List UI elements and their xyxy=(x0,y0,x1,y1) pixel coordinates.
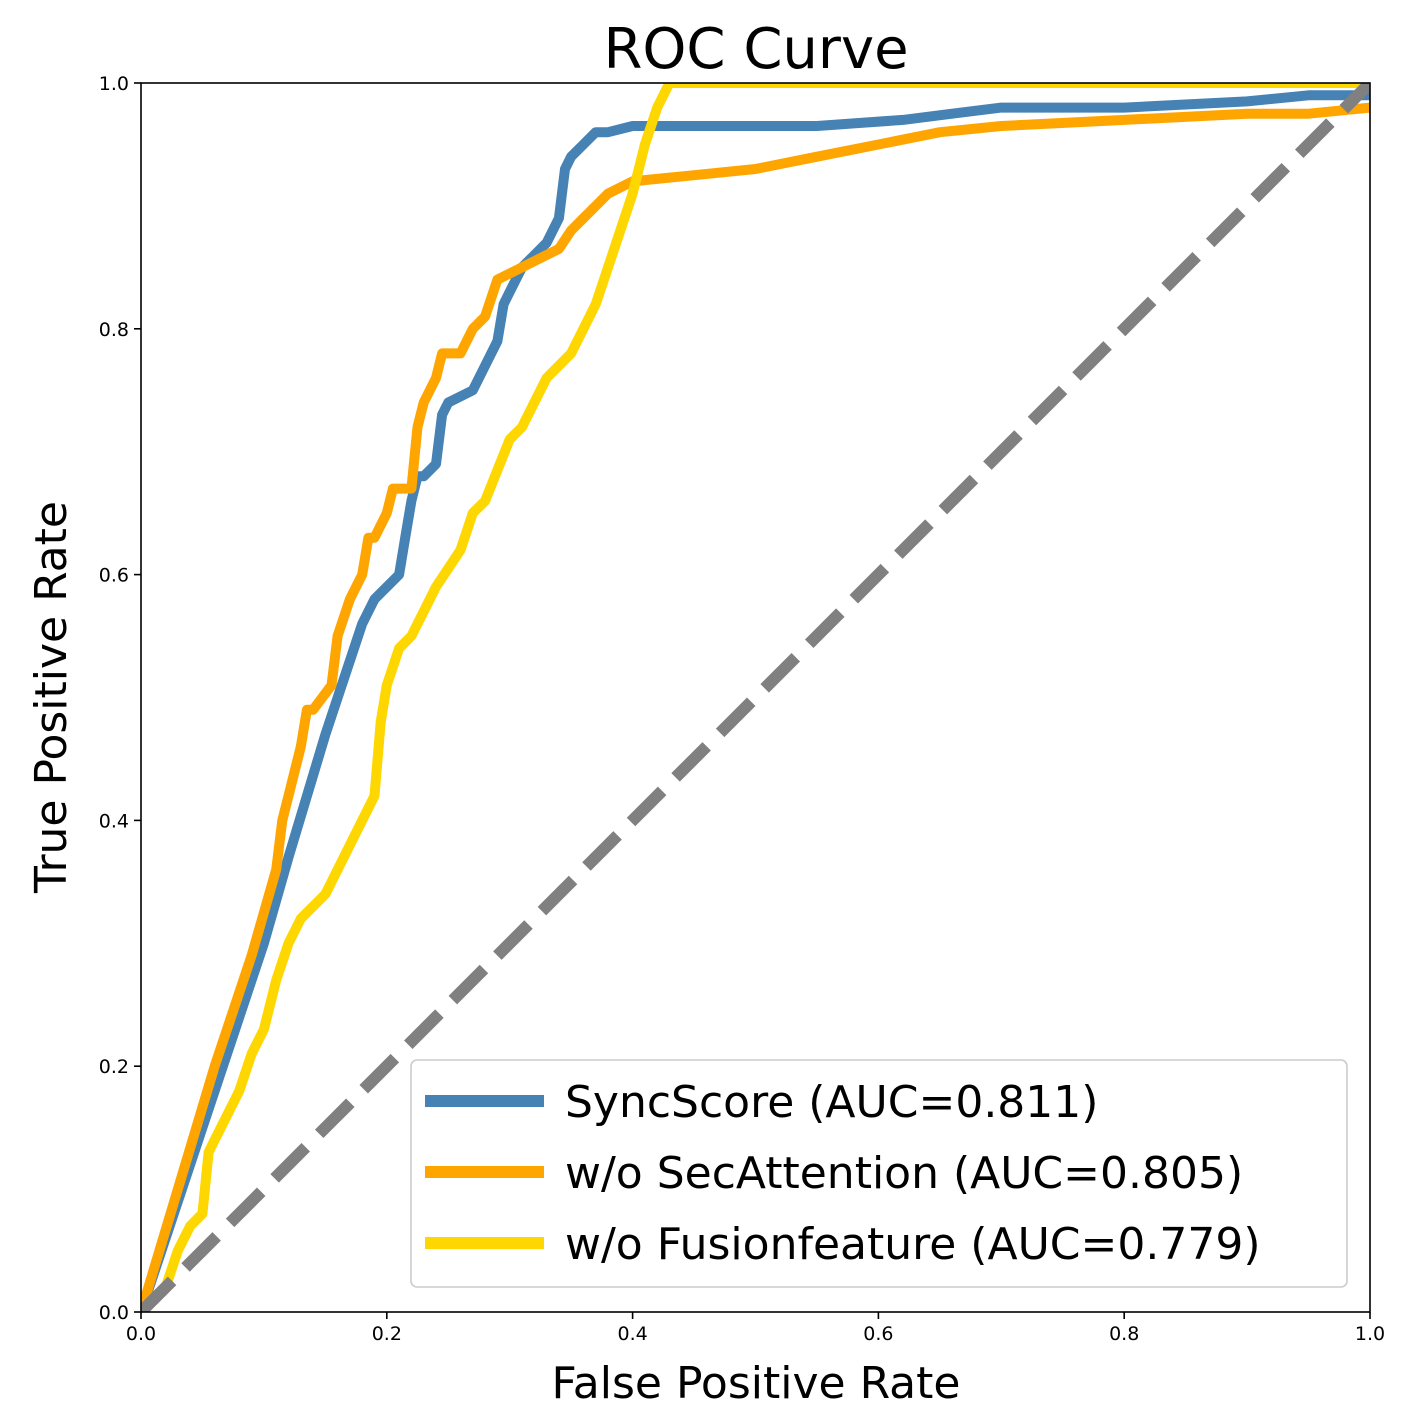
x-tick-label: 0.6 xyxy=(863,1323,893,1345)
y-tick-label: 1.0 xyxy=(99,73,129,95)
legend-label-2: w/o Fusionfeature (AUC=0.779) xyxy=(565,1219,1261,1270)
chart-title: ROC Curve xyxy=(603,17,908,82)
x-tick-label: 0.4 xyxy=(617,1323,647,1345)
y-tick-label: 0.2 xyxy=(99,1056,129,1078)
legend-label-1: w/o SecAttention (AUC=0.805) xyxy=(565,1148,1243,1199)
series-line-2 xyxy=(141,83,1370,1312)
legend-box xyxy=(410,1059,1348,1288)
y-tick-label: 0.6 xyxy=(99,565,129,587)
legend-label-0: SyncScore (AUC=0.811) xyxy=(565,1077,1098,1128)
x-tick-label: 0.0 xyxy=(126,1323,156,1345)
legend: SyncScore (AUC=0.811) w/o SecAttention (A… xyxy=(410,1059,1348,1288)
axes-layer: 0.0 0.2 0.4 0.6 0.8 1.0 0.0 0.2 0.4 0.6 0.8 1.0 xyxy=(99,73,1385,1345)
x-tick-label: 1.0 xyxy=(1355,1323,1385,1345)
curves-layer xyxy=(141,83,1370,1312)
y-axis-label: True Positive Rate xyxy=(26,501,77,894)
y-tick-label: 0.8 xyxy=(99,319,129,341)
x-tick-label: 0.2 xyxy=(372,1323,402,1345)
y-tick-label: 0.4 xyxy=(99,810,129,832)
x-axis-label: False Positive Rate xyxy=(552,1358,961,1409)
y-tick-label: 0.0 xyxy=(99,1302,129,1324)
x-tick-label: 0.8 xyxy=(1109,1323,1139,1345)
plot-frame xyxy=(140,82,1371,1313)
series-line-0 xyxy=(141,90,1370,1312)
series-line-1 xyxy=(141,102,1370,1312)
chance-diagonal-line xyxy=(141,83,1370,1312)
